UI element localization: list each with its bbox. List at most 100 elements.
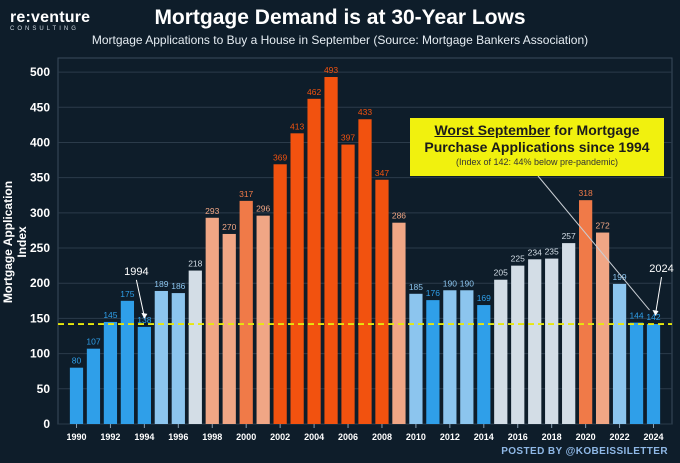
data-label: 189 [154,279,168,289]
data-label: 145 [103,310,117,320]
brand-logo: re:venture CONSULTING [10,9,90,32]
data-label: 493 [324,65,338,75]
bar [358,119,372,424]
callout-underlined: Worst September [434,122,551,138]
x-tick-label: 1996 [168,432,188,442]
x-tick-label: 2014 [474,432,494,442]
y-tick-label: 400 [30,135,50,149]
data-label: 433 [358,107,372,117]
data-label: 234 [528,247,542,257]
callout-pointer [537,175,650,311]
data-label: 225 [511,254,525,264]
data-label: 142 [646,312,660,322]
bar [222,233,236,424]
bar [307,98,321,425]
data-label: 185 [409,282,423,292]
bar [528,259,542,424]
bar [341,144,355,425]
bar [426,300,440,424]
chart-subtitle: Mortgage Applications to Buy a House in … [91,33,589,47]
x-tick-label: 2010 [406,432,426,442]
x-tick-label: 2016 [508,432,528,442]
callout-line1: Worst September for Mortgage [410,122,664,139]
x-tick-label: 2002 [270,432,290,442]
bar [409,293,423,424]
data-label: 176 [426,288,440,298]
data-label: 462 [307,87,321,97]
bar [562,243,576,424]
annotation-label: 2024 [649,263,673,275]
data-label: 138 [137,315,151,325]
data-label: 144 [629,311,643,321]
x-tick-label: 2018 [542,432,562,442]
data-label: 397 [341,133,355,143]
y-tick-label: 500 [30,65,50,79]
x-tick-label: 1998 [202,432,222,442]
bar [579,200,593,424]
bar [205,217,219,424]
callout-line3: (Index of 142: 44% below pre-pandemic) [455,157,619,167]
data-label: 293 [205,206,219,216]
data-label: 272 [596,221,610,231]
bar [120,300,135,424]
annotation-arrow [135,279,145,317]
x-tick-label: 1994 [134,432,154,442]
data-label: 318 [579,188,593,198]
bar [239,200,253,424]
data-label: 169 [477,293,491,303]
y-tick-label: 450 [30,100,50,114]
annotation-label: 1994 [124,266,148,278]
x-tick-label: 2024 [643,432,663,442]
y-axis-label: Mortgage Application Index [1,180,29,304]
bar [171,293,185,424]
data-label: 186 [171,281,185,291]
bar [256,215,270,424]
data-label: 235 [545,247,559,257]
bar [443,290,457,424]
bar [188,270,202,424]
callout-line2: Purchase Applications since 1994 [424,139,650,155]
bar [595,232,610,424]
y-tick-label: 150 [30,311,50,325]
bar [69,367,84,424]
data-label: 218 [188,259,202,269]
bar [375,179,389,424]
bar [646,324,661,424]
data-label: 199 [612,272,626,282]
data-label: 190 [443,278,457,288]
x-tick-label: 2008 [372,432,392,442]
bar [612,283,627,424]
data-label: 80 [72,356,82,366]
data-label: 369 [273,152,287,162]
annotation-arrowhead [141,312,148,319]
chart-title: Mortgage Demand is at 30-Year Lows [154,6,526,29]
y-tick-label: 0 [43,417,50,431]
bar [154,290,168,424]
bar [324,77,338,424]
callout-line1-rest: for Mortgage [550,122,640,138]
brand-name: re:venture [10,9,91,26]
y-tick-label: 200 [30,276,50,290]
brand-sub: CONSULTING [10,26,79,32]
bar [511,265,525,424]
footer-credit: POSTED BY @KOBEISSILETTER [501,446,668,457]
data-label: 107 [86,337,100,347]
y-tick-label: 300 [30,206,50,220]
x-tick-label: 1992 [100,432,120,442]
y-tick-label: 100 [30,347,50,361]
x-tick-label: 2006 [338,432,358,442]
y-tick-label: 350 [30,171,50,185]
data-label: 296 [256,204,270,214]
bar [494,279,508,424]
y-tick-label: 50 [37,382,51,396]
data-label: 175 [120,289,134,299]
bar [137,326,151,424]
x-tick-label: 1990 [66,432,86,442]
bar [629,322,644,424]
bar [273,164,287,424]
annotation-arrow [655,276,663,315]
x-tick-label: 2000 [236,432,256,442]
x-tick-label: 2022 [610,432,630,442]
data-label: 190 [460,278,474,288]
